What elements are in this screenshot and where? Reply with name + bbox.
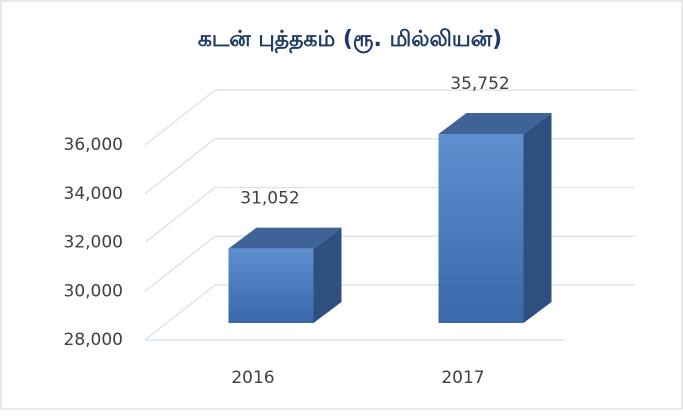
y-tick-label: 34,000 [64, 184, 123, 204]
bar-top [228, 227, 342, 249]
y-tick-label: 36,000 [64, 135, 123, 155]
x-tick-label: 2017 [441, 368, 484, 388]
bar [438, 134, 524, 323]
y-tick-label: 30,000 [64, 281, 123, 301]
grid-line [144, 89, 635, 146]
bar-side [313, 227, 342, 323]
chart-title: கடன் புத்தகம் (ரூ. மில்லியன்) [198, 27, 502, 54]
bar-side [523, 113, 552, 323]
data-label: 31,052 [240, 189, 299, 209]
bar-top [438, 113, 552, 135]
x-tick-label: 2016 [231, 368, 274, 388]
y-tick-label: 28,000 [64, 330, 123, 350]
bar [228, 248, 314, 323]
y-tick-label: 32,000 [64, 233, 123, 253]
data-label: 35,752 [450, 74, 509, 94]
